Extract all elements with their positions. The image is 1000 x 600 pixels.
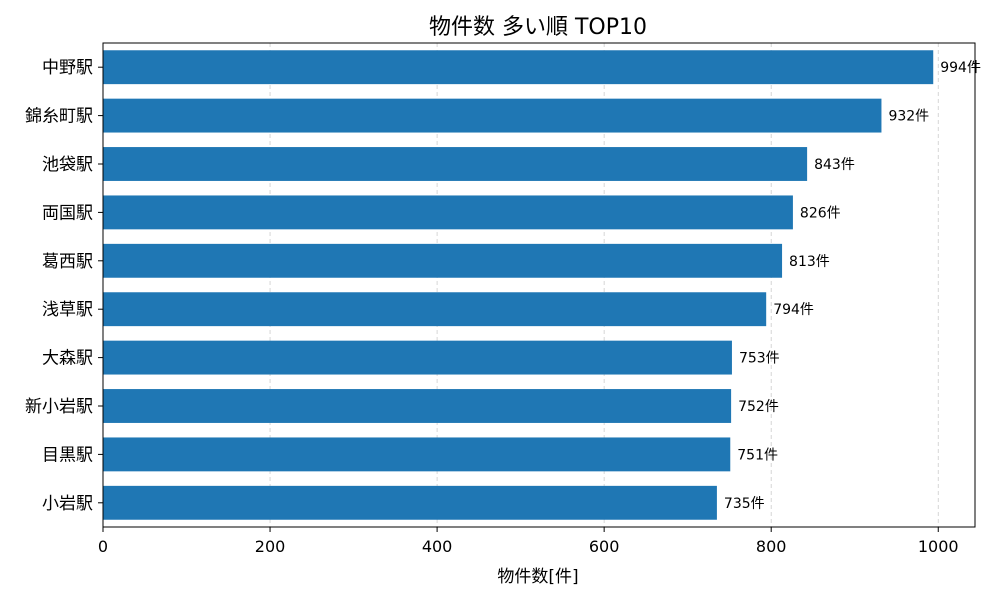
data-labels-group: 994件 932件 843件 826件 813件 794件 753件 752件 751件 735件 [724, 60, 981, 512]
bars-group [103, 50, 934, 520]
plot-frame [102, 42, 976, 528]
x-tick-label: 200 [255, 537, 286, 556]
y-tick-label: 新小岩駅 [25, 397, 93, 417]
data-label: 794件 [773, 302, 814, 318]
x-axis-label: 物件数[件] [497, 567, 578, 587]
bar [103, 98, 882, 133]
y-tick-label: 錦糸町駅 [25, 107, 93, 127]
data-label: 751件 [737, 447, 778, 463]
x-tick-label: 1000 [918, 537, 959, 556]
data-label: 932件 [888, 109, 929, 125]
bar [103, 50, 934, 85]
x-tick-label: 400 [422, 537, 453, 556]
y-tick-label: 池袋駅 [42, 155, 93, 175]
x-tick-label: 800 [756, 537, 787, 556]
x-tick-label: 0 [98, 537, 108, 556]
bar [103, 195, 793, 230]
x-tick-label: 600 [589, 537, 620, 556]
y-tick-label: 小岩駅 [42, 494, 93, 514]
y-tick-label: 目黒駅 [42, 445, 93, 465]
data-label: 826件 [800, 205, 841, 221]
bar [103, 243, 783, 278]
y-tick-label: 葛西駅 [42, 252, 93, 272]
chart-title: 物件数 多い順 TOP10 [429, 15, 647, 40]
x-ticks-group: 0 200 400 600 800 1000 [98, 527, 959, 556]
y-tick-label: 両国駅 [42, 203, 93, 223]
data-label: 813件 [789, 254, 830, 270]
y-tick-label: 中野駅 [42, 58, 93, 78]
data-label: 752件 [738, 399, 779, 415]
y-tick-label: 浅草駅 [42, 300, 93, 320]
bar [103, 292, 767, 327]
bar [103, 389, 732, 423]
bar [103, 485, 717, 520]
bar [103, 147, 808, 181]
data-label: 843件 [814, 157, 855, 173]
data-label: 735件 [724, 496, 765, 512]
data-label: 994件 [940, 60, 981, 76]
data-label: 753件 [739, 351, 780, 367]
bar [103, 340, 732, 375]
y-tick-label: 大森駅 [42, 349, 93, 369]
bar [103, 437, 731, 472]
